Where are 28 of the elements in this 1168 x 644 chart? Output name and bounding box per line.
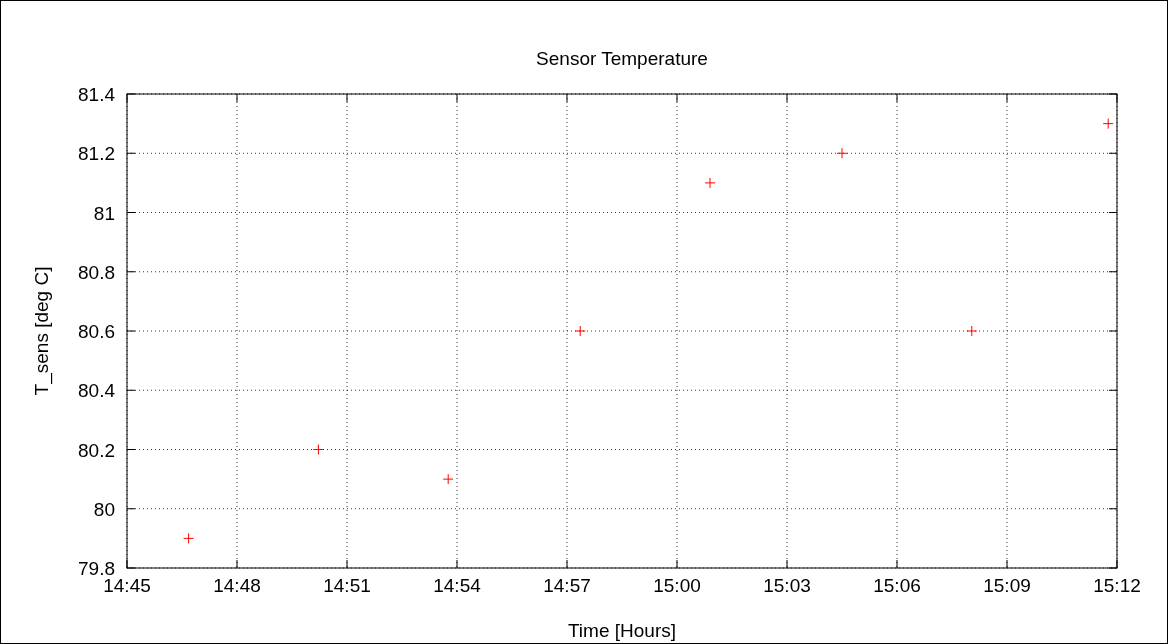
point (574, 325, 586, 337)
y-tick-label: 80.4 (78, 380, 116, 402)
point (1102, 118, 1114, 130)
x-tick-label: 14:48 (213, 575, 261, 596)
x-tick-label: 15:00 (653, 575, 701, 596)
y-tick-label: 81.2 (78, 143, 115, 165)
y-tick-label: 80.2 (78, 439, 115, 461)
x-tick-label: 15:03 (763, 575, 811, 596)
x-tick-label: 14:51 (323, 575, 371, 596)
point (442, 473, 454, 485)
x-tick-label: 15:09 (983, 575, 1031, 596)
y-tick-label: 81 (93, 202, 115, 224)
x-axis-title: Time [Hours] (567, 620, 677, 641)
y-tick-label: 80.8 (78, 261, 115, 283)
x-tick-label: 15:06 (873, 575, 921, 596)
x-tick-label: 14:54 (433, 575, 482, 596)
point (966, 325, 978, 337)
point (704, 177, 716, 189)
x-tick-label: 14:57 (543, 575, 591, 596)
y-tick-label: 80.6 (78, 321, 115, 342)
y-tick-label: 81.4 (78, 84, 116, 105)
point (312, 444, 324, 455)
point (836, 147, 848, 159)
x-tick-label: 15:12 (1093, 575, 1141, 596)
point (183, 532, 195, 544)
y-axis-title: T_sens [deg C] (31, 266, 53, 396)
chart-title: Sensor Temperature (536, 48, 708, 69)
y-tick-label: 80 (93, 498, 115, 520)
